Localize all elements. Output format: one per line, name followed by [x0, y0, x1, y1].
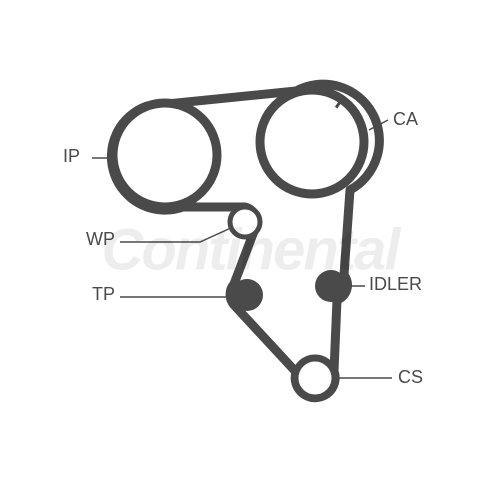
leader-wp	[120, 227, 233, 242]
label-cs: CS	[398, 367, 423, 387]
label-idler: IDLER	[369, 274, 422, 294]
pulley-cs	[295, 358, 335, 398]
pulley-ip	[113, 103, 217, 207]
pulley-ca	[260, 90, 364, 194]
pulley-tp	[231, 279, 263, 311]
belt-diagram: IP CA WP TP IDLER CS	[0, 0, 500, 500]
label-wp: WP	[86, 229, 115, 249]
pulley-idler	[315, 270, 347, 302]
label-ca: CA	[393, 109, 418, 129]
pulley-wp	[230, 207, 260, 237]
label-tp: TP	[92, 284, 115, 304]
label-ip: IP	[63, 146, 80, 166]
